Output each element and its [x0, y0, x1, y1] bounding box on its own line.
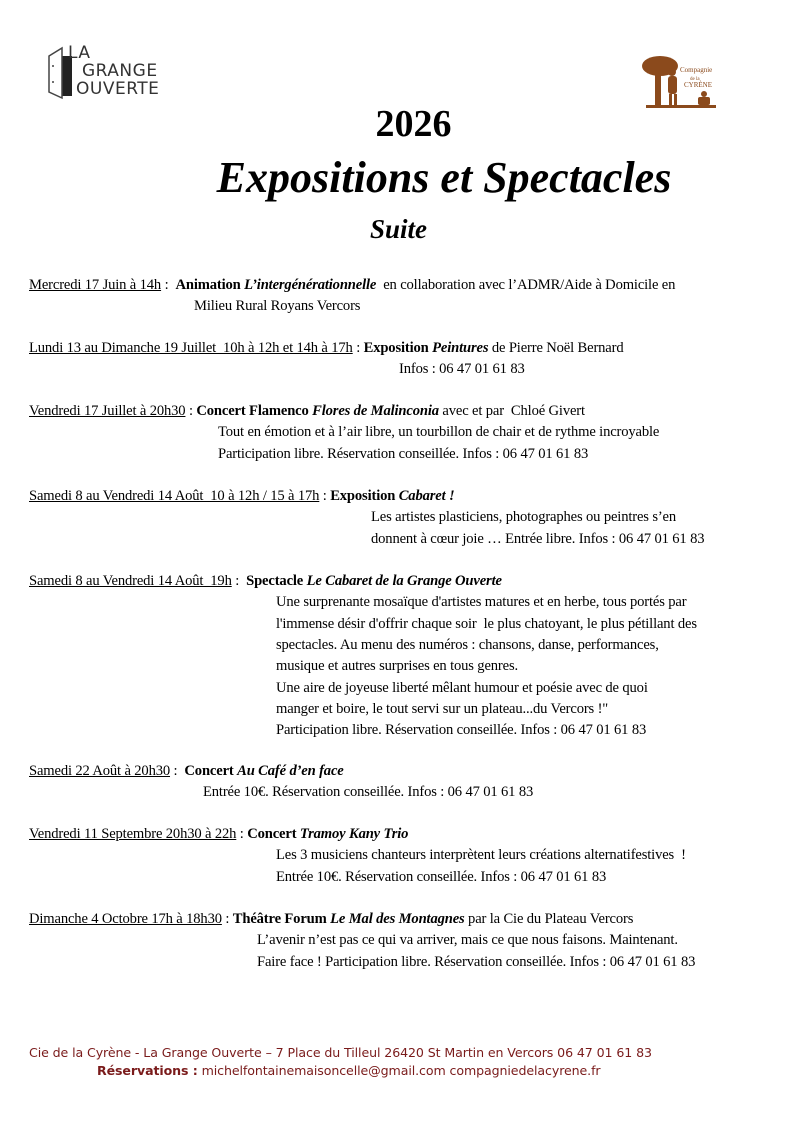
event-description-line: Les artistes plasticiens, photographes o… — [371, 509, 677, 526]
event-description-line: manger et boire, le tout servi sur un pl… — [276, 700, 609, 717]
event-description-line: Milieu Rural Royans Vercors — [194, 298, 361, 315]
footer-website[interactable]: compagniedelacyrene.fr — [445, 1063, 601, 1078]
separator: : — [352, 340, 364, 356]
event-heading: Mercredi 17 Juin à 14h : Animation L’int… — [29, 275, 675, 296]
separator: : — [231, 573, 247, 589]
event-description-line: Entrée 10€. Réservation conseillée. Info… — [203, 784, 534, 801]
separator: : — [170, 763, 185, 779]
event-description-line: donnent à cœur joie … Entrée libre. Info… — [371, 530, 705, 547]
event-kind: Spectacle — [246, 573, 307, 589]
event-title: Le Cabaret de la Grange Ouverte — [306, 573, 502, 589]
event-heading: Samedi 8 au Vendredi 14 Août 10 à 12h / … — [29, 486, 455, 507]
event-kind: Exposition — [363, 340, 433, 356]
event-heading: Dimanche 4 Octobre 17h à 18h30 : Théâtre… — [29, 909, 633, 930]
event-description-line: Entrée 10€. Réservation conseillée. Info… — [276, 868, 607, 885]
event-description-line: Participation libre. Réservation conseil… — [218, 445, 589, 462]
event-kind: Animation — [175, 277, 245, 293]
event-kind: Concert — [247, 826, 300, 842]
event-description-line: Participation libre. Réservation conseil… — [276, 722, 647, 739]
event-kind: Concert Flamenco — [196, 403, 313, 419]
event-heading: Vendredi 11 Septembre 20h30 à 22h : Conc… — [29, 824, 408, 845]
event-date: Vendredi 11 Septembre 20h30 à 22h — [29, 826, 237, 842]
event-kind: Concert — [184, 763, 238, 779]
event-description-line: Faire face ! Participation libre. Réserv… — [257, 953, 696, 970]
svg-text:Compagnie: Compagnie — [680, 66, 712, 74]
event-title: Cabaret ! — [398, 488, 455, 504]
event-title: L’intergénérationnelle — [244, 277, 377, 293]
event-title: Le Mal des Montagnes — [330, 911, 465, 927]
page-subtitle: Suite — [370, 214, 428, 244]
event-details: de Pierre Noël Bernard — [488, 340, 624, 356]
event-description-line: Infos : 06 47 01 61 83 — [399, 361, 525, 378]
event-description-line: Tout en émotion et à l’air libre, un tou… — [218, 424, 660, 441]
event-title: Tramoy Kany Trio — [299, 826, 409, 842]
door-icon — [48, 46, 72, 100]
event-title: Peintures — [432, 340, 489, 356]
event-title: Au Café d’en face — [237, 763, 344, 779]
separator: : — [185, 403, 197, 419]
event-description-line: Une surprenante mosaïque d'artistes matu… — [276, 594, 687, 611]
event-heading: Samedi 22 Août à 20h30 : Concert Au Café… — [29, 761, 344, 782]
footer-address: Cie de la Cyrène - La Grange Ouverte – 7… — [29, 1045, 652, 1060]
event-description-line: Les 3 musiciens chanteurs interprètent l… — [276, 847, 686, 864]
footer-email[interactable]: michelfontainemaisoncelle@gmail.com — [197, 1063, 446, 1078]
event-description-line: Une aire de joyeuse liberté mêlant humou… — [276, 679, 648, 696]
event-heading: Vendredi 17 Juillet à 20h30 : Concert Fl… — [29, 401, 585, 422]
event-description-line: L’avenir n’est pas ce qui va arriver, ma… — [257, 932, 678, 949]
event-kind: Théâtre Forum — [232, 911, 331, 927]
event-date: Samedi 8 au Vendredi 14 Août 19h — [29, 573, 232, 589]
separator: : — [161, 277, 176, 293]
event-date: Lundi 13 au Dimanche 19 Juillet 10h à 12… — [29, 340, 353, 356]
footer-reservations: Réservations : michelfontainemaisoncelle… — [97, 1063, 601, 1078]
svg-text:CYRÈNE: CYRÈNE — [684, 81, 712, 89]
la-grange-ouverte-logo: LA GRANGE OUVERTE — [46, 44, 171, 100]
event-date: Samedi 8 au Vendredi 14 Août 10 à 12h / … — [29, 488, 320, 504]
separator: : — [221, 911, 233, 927]
page-year: 2026 — [375, 103, 452, 145]
event-details: avec et par Chloé Givert — [438, 403, 585, 419]
event-description-line: spectacles. Au menu des numéros : chanso… — [276, 636, 659, 653]
event-details: en collaboration avec l’ADMR/Aide à Domi… — [376, 277, 676, 293]
separator: : — [236, 826, 248, 842]
svg-text:de la: de la — [690, 77, 700, 82]
event-date: Samedi 22 Août à 20h30 — [29, 763, 171, 779]
event-heading: Samedi 8 au Vendredi 14 Août 19h : Spect… — [29, 571, 502, 592]
event-details: par la Cie du Plateau Vercors — [464, 911, 634, 927]
event-heading: Lundi 13 au Dimanche 19 Juillet 10h à 12… — [29, 338, 624, 359]
event-description-line: musique et autres surprises en tous genr… — [276, 658, 518, 675]
separator: : — [319, 488, 331, 504]
event-description-line: l'immense désir d'offrir chaque soir le … — [276, 615, 697, 632]
event-title: Flores de Malinconia — [312, 403, 439, 419]
page-title: Expositions et Spectacles — [216, 153, 672, 202]
event-date: Vendredi 17 Juillet à 20h30 — [29, 403, 186, 419]
event-kind: Exposition — [330, 488, 399, 504]
event-date: Dimanche 4 Octobre 17h à 18h30 — [29, 911, 222, 927]
compagnie-cyrene-logo: Compagnie de la CYRÈNE — [640, 54, 730, 110]
event-date: Mercredi 17 Juin à 14h — [29, 277, 162, 293]
reservations-label: Réservations : — [97, 1063, 198, 1078]
